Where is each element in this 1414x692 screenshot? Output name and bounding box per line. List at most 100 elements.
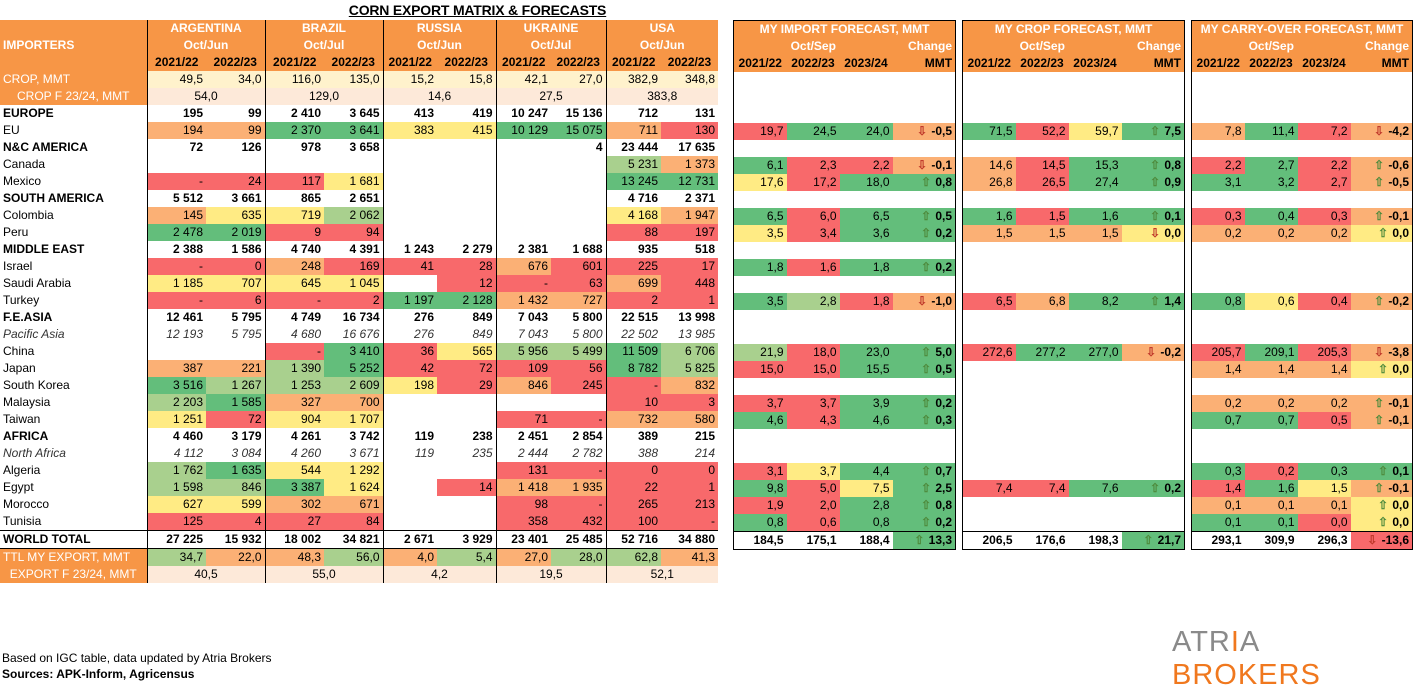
- cell-value: 94: [324, 224, 383, 241]
- forecast-value: 18,0: [839, 174, 893, 191]
- change-value: 7,5: [1164, 124, 1182, 138]
- change-cell: [1122, 327, 1185, 344]
- crop-forecast-value: 27,5: [495, 88, 606, 105]
- country-row: Egypt 1 598 846 3 387 1 624 14 1 418 1 935 22 1: [0, 479, 718, 496]
- forecast-value: [787, 276, 840, 293]
- carryover_forecast-total-row: 293,1 309,9 296,3 ⇩ -13,6: [1191, 531, 1413, 550]
- country-row: Peru 2 478 2 019 9 94 88 197: [0, 224, 718, 241]
- forecast-value: 1,6: [786, 259, 840, 276]
- exporter-season-3: Oct/Jul: [495, 37, 606, 54]
- cell-value: 2: [605, 292, 661, 309]
- forecast-value: 71,5: [962, 123, 1016, 140]
- year-label: 2022/23: [786, 55, 840, 72]
- cell-value: 1 185: [146, 275, 206, 292]
- cell-value: 119: [382, 445, 437, 462]
- import_forecast-row: 3,7 3,7 3,9 ⇧ 0,2: [733, 395, 956, 412]
- change-cell: ⇧ 0,0: [1350, 361, 1413, 378]
- carryover_forecast-row: [1192, 327, 1413, 344]
- forecast-value: 1,5: [1297, 480, 1351, 497]
- change-value: 0,8: [935, 498, 953, 512]
- cell-value: 8 782: [605, 360, 661, 377]
- arrow-up-icon: ⇧: [1149, 209, 1161, 223]
- forecast-value: 1,5: [1068, 225, 1122, 242]
- change-value: -4,2: [1388, 124, 1409, 138]
- forecast-value: 1,5: [1015, 225, 1069, 242]
- crop_forecast_panel-total-row: 206,5 176,6 198,3 ⇧ 21,7: [962, 531, 1185, 550]
- total-value: 184,5: [733, 531, 787, 550]
- cell-value: [382, 139, 437, 156]
- forecast-value: 0,3: [1191, 208, 1245, 225]
- change-value: -0,1: [1388, 481, 1409, 495]
- cell-value: 1 432: [495, 292, 551, 309]
- cell-value: 1 681: [324, 173, 383, 190]
- change-cell: ⇧ -0,1: [1350, 395, 1413, 412]
- carryover_forecast-row: 0,1 0,1 0,1 ⇧ 0,0: [1191, 497, 1413, 514]
- forecast-value: 24,5: [786, 123, 840, 140]
- cell-value: 601: [551, 258, 606, 275]
- import_forecast-row: [734, 106, 956, 123]
- change-value: 0,8: [935, 175, 953, 189]
- cell-value: 15 136: [565, 106, 603, 120]
- blank-cell: [1192, 72, 1245, 89]
- forecast-value: 0,2: [1191, 395, 1245, 412]
- import_forecast-row: 1,8 1,6 1,8 ⇧ 0,2: [733, 259, 956, 276]
- total-change: ⇧ 21,7: [1121, 531, 1185, 550]
- forecast-value: [787, 191, 840, 208]
- forecast-value: 3,1: [1191, 174, 1245, 191]
- import_forecast-row: [734, 327, 956, 344]
- crop_forecast_panel-row: 14,6 14,5 15,3 ⇧ 0,8: [962, 157, 1185, 174]
- forecast-value: [787, 140, 840, 157]
- region-row: EUROPE 195 99 2 410 3 645 413 419 10 247 15 136 7…: [0, 105, 718, 122]
- import_forecast-row: [734, 446, 956, 463]
- row-label: EXPORT F 23/24, MMT: [0, 566, 147, 583]
- export-forecast-value: 40,5: [146, 566, 265, 583]
- carryover_forecast-row: 0,3 0,4 0,3 ⇧ -0,1: [1191, 208, 1413, 225]
- cell-value: 130: [661, 122, 718, 139]
- exporter-name-4: USA: [605, 20, 718, 37]
- forecast-value: [1016, 395, 1069, 412]
- arrow-up-icon: ⇧: [1377, 362, 1388, 376]
- row-label: Pacific Asia: [3, 327, 65, 341]
- row-label: Algeria: [3, 463, 41, 477]
- forecast-value: 7,6: [1068, 480, 1122, 497]
- carryover_forecast-row: 0,2 0,2 0,2 ⇧ -0,1: [1191, 395, 1413, 412]
- crop_forecast_panel-title: MY CROP FORECAST, MMT: [962, 20, 1185, 38]
- change-value: -0,2: [1388, 294, 1409, 308]
- cell-value: [495, 156, 551, 173]
- change-cell: ⇧ 0,5: [892, 361, 956, 378]
- forecast-value: [963, 446, 1016, 463]
- cell-value: 23 444: [605, 139, 661, 156]
- import_forecast-row: 3,5 2,8 1,8 ⇩ -1,0: [733, 293, 956, 310]
- crop-forecast-value: 54,0: [146, 88, 265, 105]
- cell-value: 194: [146, 122, 206, 139]
- change-cell: ⇧ 0,1: [1121, 208, 1185, 225]
- cell-value: 5 825: [661, 360, 718, 377]
- forecast-value: [963, 412, 1016, 429]
- unit-label: MMT: [892, 55, 956, 72]
- cell-value: [437, 139, 496, 156]
- cell-value: 635: [206, 207, 265, 224]
- change-cell: [893, 276, 956, 293]
- cell-value: 198: [382, 377, 437, 394]
- cell-value: 1 267: [206, 377, 265, 394]
- cell-value: [382, 207, 437, 224]
- cell-value: 17 635: [678, 140, 715, 154]
- forecast-value: 1,8: [733, 259, 787, 276]
- change-cell: ⇩ -3,8: [1350, 344, 1413, 361]
- exporter-season-2: Oct/Jun: [382, 37, 496, 54]
- cell-value: 276: [382, 326, 437, 343]
- forecast-value: [734, 276, 787, 293]
- forecast-value: [787, 429, 840, 446]
- cell-value: 88: [605, 224, 661, 241]
- forecast-value: [1069, 412, 1122, 429]
- forecast-value: [1069, 378, 1122, 395]
- crop-forecast-value: 129,0: [264, 88, 383, 105]
- blank-cell: [734, 89, 787, 106]
- arrow-up-icon: ⇧: [1373, 396, 1384, 410]
- change-cell: [1351, 429, 1413, 446]
- cell-value: 849: [472, 327, 493, 341]
- forecast-value: 9,8: [733, 480, 787, 497]
- exporter-season-4: Oct/Jun: [605, 37, 718, 54]
- cell-value: 22: [605, 479, 661, 496]
- country-row: Canada 5 231 1 373: [0, 156, 718, 173]
